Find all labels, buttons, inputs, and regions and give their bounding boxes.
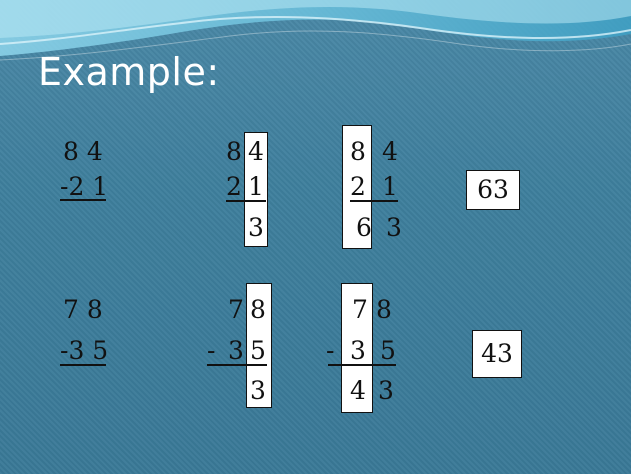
- p2-step3-minus: -: [326, 336, 335, 365]
- p2-minuend: 7 8: [63, 295, 103, 324]
- p1-step3-tens-column-box: [342, 125, 372, 249]
- p2-step2-underline: [207, 364, 267, 366]
- p1-step2-tens-bottom: 2: [226, 172, 242, 201]
- p2-step3-tens-top: 7: [352, 295, 368, 324]
- p1-step2-result: 3: [248, 213, 264, 242]
- p1-step3-result-ones: 3: [386, 213, 402, 242]
- p2-step2-ones-column-box: [246, 283, 272, 408]
- p1-step3-tens-top: 8: [350, 137, 366, 166]
- p2-step3-underline: [328, 364, 396, 366]
- p2-subtrahend: -3 5: [60, 336, 109, 365]
- p1-step2-ones-bottom: 1: [248, 172, 264, 201]
- p1-step3-result-tens: 6: [356, 213, 372, 242]
- p1-step2-ones-column-box: [244, 132, 268, 247]
- p1-step3-ones-top: 4: [382, 137, 398, 166]
- p2-step3-tens-column-box: [341, 283, 373, 413]
- header-wave-decoration: [0, 0, 631, 61]
- p2-step3-ones-top: 8: [376, 295, 392, 324]
- p2-step2-tens-bottom: 3: [228, 336, 244, 365]
- p2-step2-minus: -: [207, 336, 216, 365]
- p1-step2-ones-top: 4: [248, 137, 264, 166]
- p1-step3-ones-bottom: 1: [382, 172, 398, 201]
- p1-step2-underline: [226, 200, 266, 202]
- p2-step3-result-ones: 3: [378, 376, 394, 405]
- p1-step3-tens-bottom: 2: [350, 172, 366, 201]
- p1-underline: [60, 199, 106, 201]
- p2-step2-ones-top: 8: [250, 295, 266, 324]
- p2-answer-box: 43: [472, 330, 522, 378]
- p1-subtrahend: -2 1: [60, 172, 109, 201]
- p2-underline: [60, 364, 106, 366]
- p1-step3-underline: [350, 200, 398, 202]
- p2-step3-tens-bottom: 3: [350, 336, 366, 365]
- p2-step3-ones-bottom: 5: [380, 336, 396, 365]
- p2-step3-result-tens: 4: [350, 376, 366, 405]
- p1-answer-box: 63: [466, 170, 520, 210]
- p2-step2-ones-bottom: 5: [250, 336, 266, 365]
- p2-step2-tens-top: 7: [228, 295, 244, 324]
- slide-title: Example:: [38, 50, 220, 94]
- p1-minuend: 8 4: [63, 137, 103, 166]
- p2-step2-result: 3: [250, 376, 266, 405]
- p1-step2-tens-top: 8: [226, 137, 242, 166]
